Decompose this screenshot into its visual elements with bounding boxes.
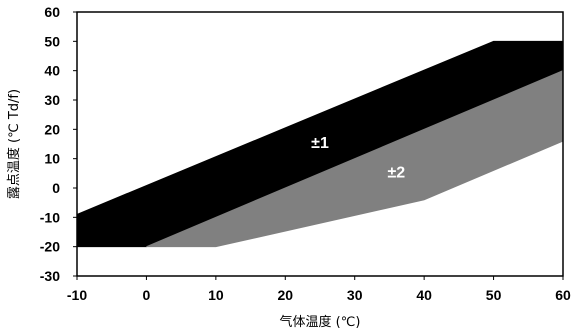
x-axis-ticks: -10 0 10 20 30 40 50 60 bbox=[67, 276, 571, 303]
y-axis-ticks: 60 50 40 30 20 10 0 -10 -20 -30 bbox=[40, 4, 77, 284]
x-tick-label: 30 bbox=[347, 287, 363, 303]
y-tick-label: 20 bbox=[44, 121, 60, 137]
x-axis-label: 气体温度 (℃) bbox=[280, 314, 361, 330]
x-tick-label: 0 bbox=[143, 287, 151, 303]
y-tick-label: 10 bbox=[44, 151, 60, 167]
y-tick-label: -20 bbox=[40, 239, 60, 255]
plot-area-frame bbox=[76, 11, 564, 277]
y-tick-label: 50 bbox=[44, 33, 60, 49]
band-1-label: ±1 bbox=[311, 135, 329, 152]
x-tick-label: 10 bbox=[208, 287, 224, 303]
y-tick-label: 30 bbox=[44, 92, 60, 108]
band-2-label: ±2 bbox=[388, 165, 406, 182]
band-labels: ±1 ±2 bbox=[311, 135, 405, 181]
x-tick-label: -10 bbox=[67, 287, 87, 303]
y-axis-label: 露点温度 (℃ Td/f) bbox=[6, 89, 22, 199]
band-2-area bbox=[146, 69, 564, 248]
y-tick-label: 60 bbox=[44, 4, 60, 20]
x-tick-label: 20 bbox=[277, 287, 293, 303]
y-tick-label: -30 bbox=[40, 268, 60, 284]
x-tick-label: 60 bbox=[555, 287, 571, 303]
y-tick-label: 40 bbox=[44, 63, 60, 79]
y-tick-label: -10 bbox=[40, 209, 60, 225]
x-tick-label: 50 bbox=[486, 287, 502, 303]
x-tick-label: 40 bbox=[416, 287, 432, 303]
y-tick-label: 0 bbox=[52, 180, 60, 196]
